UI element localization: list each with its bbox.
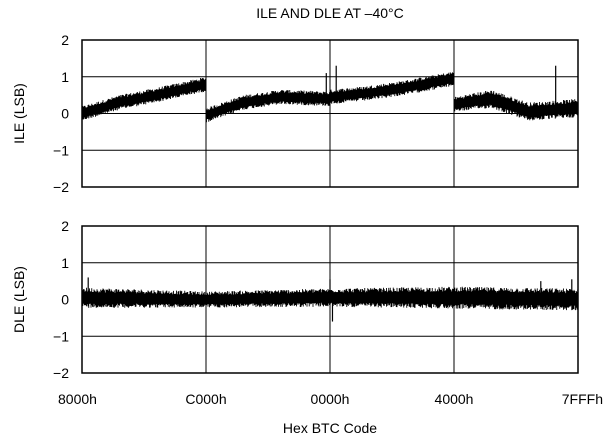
x-tick-label: C000h — [185, 391, 226, 407]
ile-y-tick-label: −2 — [53, 179, 69, 195]
dle-y-tick-label: −2 — [53, 365, 69, 381]
ile-y-tick-label: 1 — [61, 69, 69, 85]
ile-panel: 2 1 0 −1 −2 ILE (LSB) — [11, 32, 578, 195]
dle-y-tick-label: 2 — [61, 218, 69, 234]
x-tick-label: 7FFFh — [562, 391, 603, 407]
dle-panel: 2 1 0 −1 −2 DLE (LSB) — [11, 218, 578, 381]
x-tick-label: 0000h — [311, 391, 350, 407]
dle-y-tick-label: −1 — [53, 328, 69, 344]
dle-y-axis-label: DLE (LSB) — [11, 266, 27, 333]
chart-title: ILE AND DLE AT –40°C — [256, 5, 404, 21]
ile-y-tick-label: 0 — [61, 106, 69, 122]
ile-y-tick-label: 2 — [61, 32, 69, 48]
ile-y-tick-label: −1 — [53, 142, 69, 158]
ile-y-tick-labels: 2 1 0 −1 −2 — [53, 32, 69, 195]
x-axis-label: Hex BTC Code — [283, 420, 377, 436]
x-tick-labels: 8000h C000h 0000h 4000h 7FFFh — [58, 391, 603, 407]
ile-y-axis-label: ILE (LSB) — [11, 83, 27, 144]
dle-y-tick-labels: 2 1 0 −1 −2 — [53, 218, 69, 381]
x-tick-label: 4000h — [435, 391, 474, 407]
ile-grid — [82, 40, 578, 187]
dle-y-tick-label: 1 — [61, 255, 69, 271]
x-tick-label: 8000h — [58, 391, 97, 407]
dle-y-tick-label: 0 — [61, 292, 69, 308]
